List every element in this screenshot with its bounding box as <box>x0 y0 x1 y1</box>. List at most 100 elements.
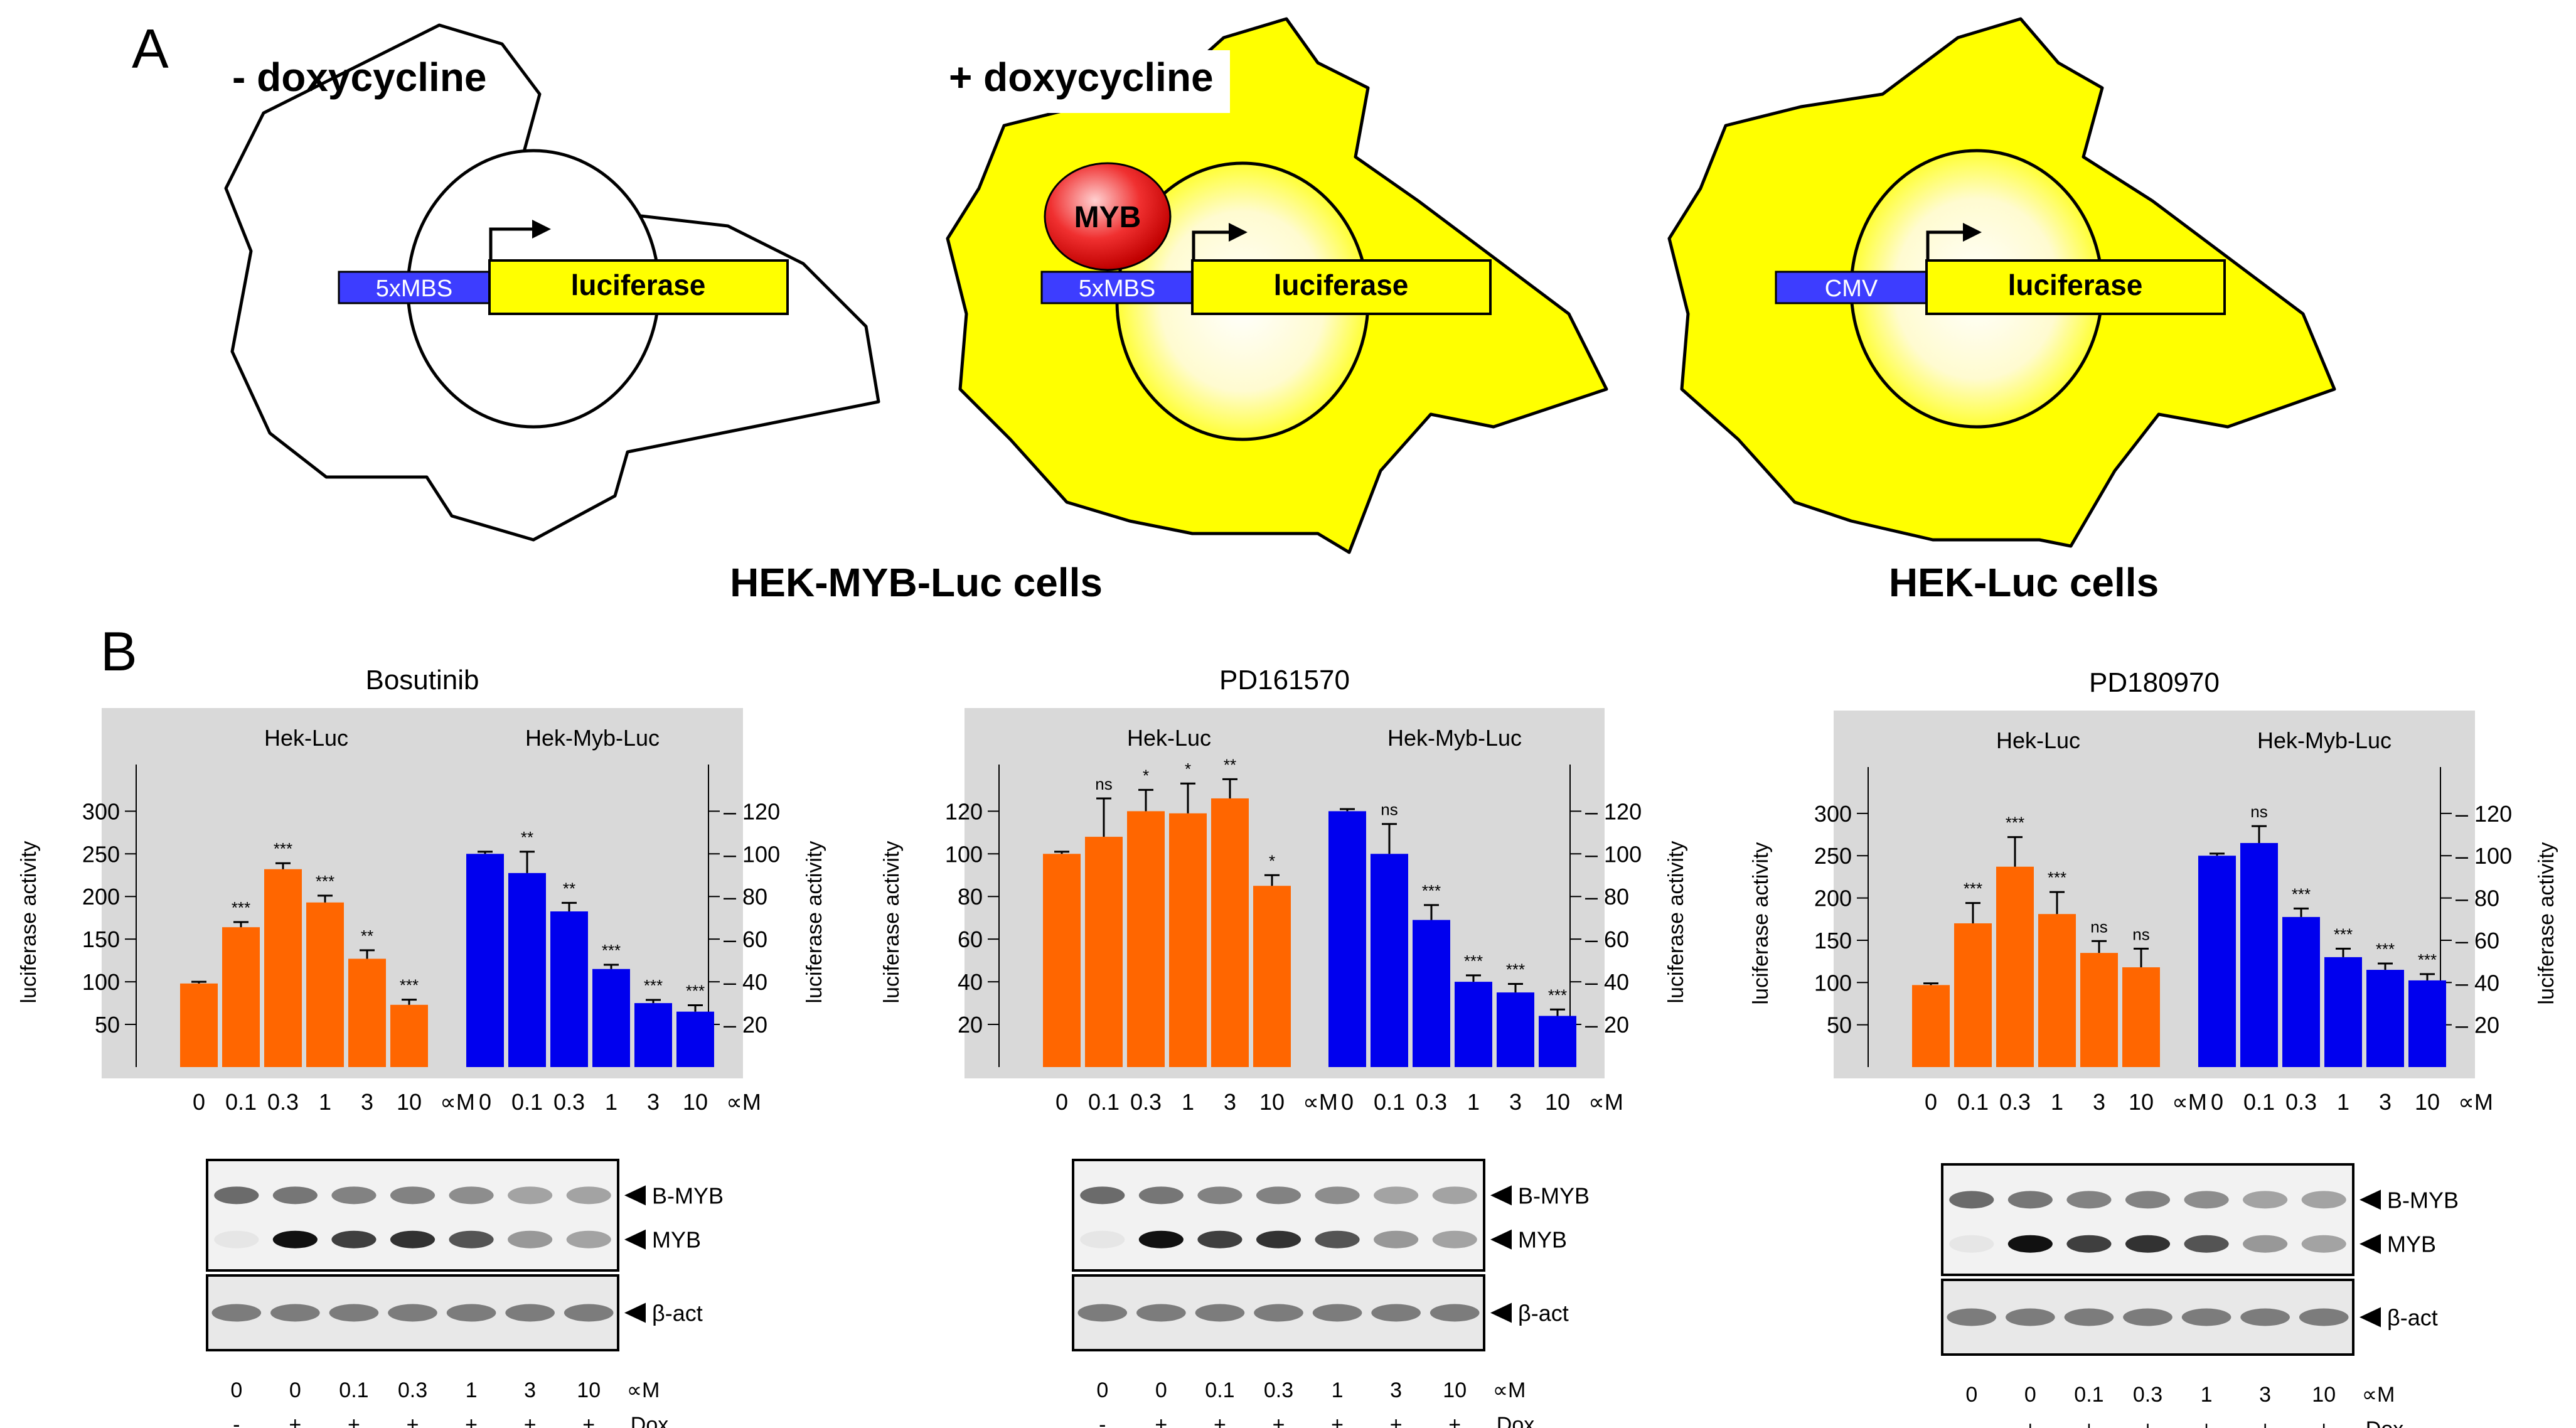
band-myb <box>2066 1235 2112 1253</box>
arrowhead-icon <box>532 220 551 239</box>
dox-label: + <box>348 1413 360 1428</box>
unit-label: ∝M <box>1303 1089 1338 1115</box>
band-b-myb <box>1432 1186 1477 1205</box>
x-tick-label: 0.3 <box>1999 1089 2031 1115</box>
x-tick-label: 0 <box>479 1089 491 1115</box>
band-b-act <box>1077 1304 1128 1322</box>
bar <box>180 983 218 1067</box>
unit-label: ∝M <box>726 1089 761 1115</box>
right-tick-label: – 60 <box>2456 928 2499 953</box>
bar <box>2240 843 2278 1067</box>
dox-label: + <box>1331 1413 1344 1428</box>
bar <box>2408 980 2446 1067</box>
dox-label: + <box>2259 1417 2272 1428</box>
dose-label: 0 <box>230 1378 242 1402</box>
x-tick-label: 0.1 <box>1088 1089 1120 1115</box>
gene-label: luciferase <box>571 269 706 301</box>
band-label: β-act <box>2387 1305 2438 1331</box>
significance-label: *** <box>602 941 621 960</box>
band-label: MYB <box>652 1227 701 1253</box>
bar <box>550 911 588 1067</box>
band-b-act <box>505 1304 555 1322</box>
band-myb <box>272 1230 318 1248</box>
left-tick-label: 60 <box>958 926 983 952</box>
dox-label: + <box>2317 1417 2330 1428</box>
dose-label: 0.1 <box>1205 1378 1234 1402</box>
unit-label: ∝M <box>1588 1089 1623 1115</box>
dose-label: 10 <box>2312 1383 2336 1407</box>
x-tick-label: 0 <box>193 1089 205 1115</box>
band-b-myb <box>2243 1191 2288 1209</box>
band-myb <box>508 1230 553 1248</box>
significance-label: * <box>1143 766 1149 785</box>
right-tick-label: – 120 <box>1585 798 1642 824</box>
band-b-myb <box>1949 1191 1994 1209</box>
dose-label: 0.3 <box>2133 1383 2162 1407</box>
ylabel-right: luciferase activity <box>803 841 826 1004</box>
significance-label: *** <box>2334 925 2353 943</box>
group-label: Hek-Myb-Luc <box>525 725 660 751</box>
bar <box>1413 920 1450 1067</box>
significance-label: *** <box>2418 950 2437 969</box>
x-tick-label: 0 <box>2211 1089 2223 1115</box>
band-b-act <box>270 1304 320 1322</box>
band-myb <box>1432 1230 1477 1248</box>
dose-label: 0.1 <box>339 1378 368 1402</box>
right-tick-label: – 80 <box>1585 884 1629 910</box>
band-b-myb <box>508 1186 553 1205</box>
dose-label: 1 <box>2201 1383 2213 1407</box>
band-myb <box>1256 1230 1301 1248</box>
dose-label: 10 <box>1443 1378 1467 1402</box>
significance-label: * <box>1269 851 1275 870</box>
western-blot: 0 - 0 +0.1 +0.3 +1 +3 +10 + ∝M Dox B-MYB MYB β-act <box>206 1159 724 1428</box>
condition-label-bg <box>944 50 1230 113</box>
panel-b-label: B <box>100 620 137 682</box>
right-tick-label: – 80 <box>2456 886 2499 911</box>
promoter-label: 5xMBS <box>376 276 452 302</box>
right-tick-label: – 100 <box>724 841 780 867</box>
band-b-act <box>1947 1308 1997 1326</box>
blot-upper <box>1941 1163 2354 1276</box>
x-tick-label: 10 <box>397 1089 422 1115</box>
dox-unit-label: Dox <box>631 1413 668 1428</box>
condition-label: - doxycycline <box>232 55 487 100</box>
western-blot: 0 - 0 +0.1 +0.3 +1 +3 +10 + ∝M Dox B-MYB MYB β-act <box>1941 1163 2459 1428</box>
caption-hek-myb-luc: HEK-MYB-Luc cells <box>730 560 1103 605</box>
gene-label: luciferase <box>1274 269 1409 301</box>
right-tick-label: – 120 <box>2456 801 2512 827</box>
band-myb <box>2125 1235 2171 1253</box>
left-tick-label: 100 <box>945 841 983 867</box>
band-myb <box>1138 1230 1184 1248</box>
band-b-act <box>329 1304 379 1322</box>
promoter-box <box>1775 271 1928 304</box>
x-tick-label: 0.3 <box>553 1089 585 1115</box>
left-tick-label: 250 <box>82 841 120 867</box>
band-label: β-act <box>1518 1301 1569 1326</box>
dose-label: 3 <box>524 1378 536 1402</box>
significance-label: *** <box>686 981 705 1000</box>
right-tick-label: – 100 <box>1585 841 1642 867</box>
bar <box>1996 866 2034 1067</box>
arrow-icon <box>1192 230 1230 260</box>
band-myb <box>331 1230 377 1248</box>
bar <box>1211 798 1249 1067</box>
dox-label: + <box>1390 1413 1403 1428</box>
bar <box>2198 856 2236 1067</box>
group-label: Hek-Luc <box>264 725 348 751</box>
left-tick-label: 100 <box>82 969 120 995</box>
dose-label: 0 <box>1155 1378 1167 1402</box>
dox-unit-label: Dox <box>2366 1417 2403 1428</box>
band-b-act <box>2064 1308 2114 1326</box>
dose-label: 0 <box>289 1378 301 1402</box>
ylabel-left: luciferase activity <box>1749 842 1773 1005</box>
gene-box <box>488 259 789 315</box>
right-tick-label: – 40 <box>1585 969 1629 995</box>
dose-unit-label: ∝M <box>1493 1378 1526 1402</box>
band-myb <box>390 1230 436 1248</box>
x-tick-label: 0 <box>1056 1089 1068 1115</box>
band-b-myb <box>390 1186 436 1205</box>
left-tick-label: 80 <box>958 884 983 910</box>
band-b-myb <box>2007 1191 2053 1209</box>
significance-label: ns <box>1095 775 1112 793</box>
